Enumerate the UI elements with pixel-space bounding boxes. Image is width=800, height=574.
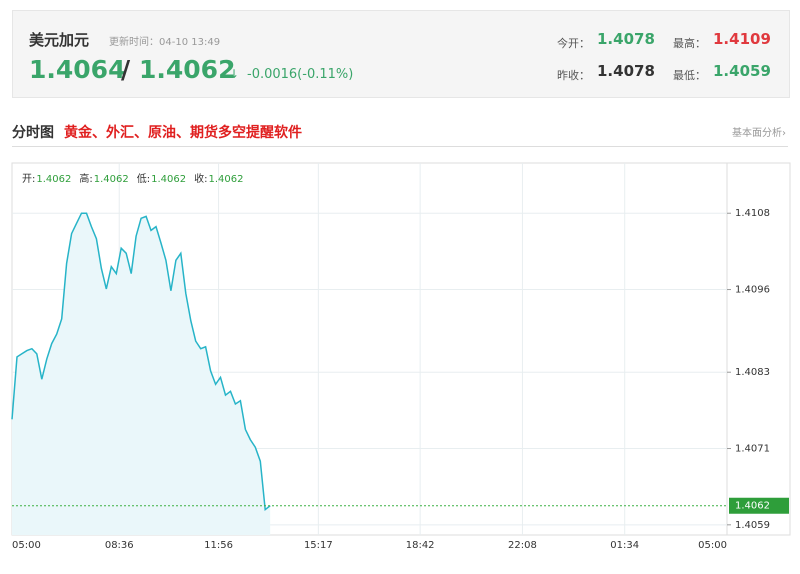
separator: / xyxy=(121,55,131,84)
x-tick-label: 15:17 xyxy=(304,540,333,551)
stat-value: 1.4078 xyxy=(597,62,655,80)
section-title: 分时图 xyxy=(12,125,54,141)
stat-label: 最低： xyxy=(673,69,706,82)
arrow: ↓ xyxy=(229,67,240,81)
y-tick-label: 1.4096 xyxy=(735,285,770,296)
stat-label: 今开： xyxy=(557,37,590,50)
plot-frame xyxy=(11,162,791,536)
stat-label: 昨收： xyxy=(557,69,590,82)
x-tick-label: 05:00 xyxy=(698,540,727,551)
y-tick-label: 1.4059 xyxy=(735,520,770,531)
stat-label: 最高： xyxy=(673,37,706,50)
area xyxy=(12,213,271,535)
chart: 05:00 08:36 11:56 15:17 18:42 22:08 01:34 05:00… xyxy=(11,162,791,551)
x-tick-label: 22:08 xyxy=(508,540,537,551)
x-tick-label: 18:42 xyxy=(406,540,435,551)
ohlc-value: 1.4062 xyxy=(36,174,71,185)
y-tick-label: 1.4071 xyxy=(735,444,770,455)
ohlc-value: 1.4062 xyxy=(151,174,186,185)
ohlc-label: 开: xyxy=(22,174,35,185)
bid: 1.4064 xyxy=(29,55,126,84)
update-time: 更新时间：04-10 13:49 xyxy=(109,37,221,48)
last-price-box xyxy=(729,497,789,514)
ohlc-label: 低: xyxy=(137,172,150,185)
ohlc-label: 高: xyxy=(79,172,92,185)
change: -0.0016(-0.11%) xyxy=(247,67,354,82)
stat-value: 1.4109 xyxy=(713,30,771,48)
x-tick-label: 01:34 xyxy=(610,540,639,551)
analysis-link[interactable]: 基本面分析› xyxy=(732,128,786,139)
x-tick-label: 05:00 xyxy=(12,540,41,551)
ask: 1.4062 xyxy=(139,55,236,84)
symbol: 美元加元 xyxy=(29,31,90,49)
divider xyxy=(12,146,788,147)
stat-value: 1.4059 xyxy=(713,62,771,80)
x-tick-label: 08:36 xyxy=(105,540,134,551)
ohlc-value: 1.4062 xyxy=(94,174,129,185)
x-tick-label: 11:56 xyxy=(204,540,233,551)
price-line xyxy=(11,212,271,512)
quote-header: 美元加元 更新时间：04-10 13:49 1.4064 / 1.4062 ↓ … xyxy=(12,10,790,98)
y-tick-label: 1.4083 xyxy=(735,367,770,378)
promo-link[interactable]: 黄金、外汇、原油、期货多空提醒软件 xyxy=(64,125,302,141)
last-price-label: 1.4062 xyxy=(735,501,770,512)
ohlc-value: 1.4062 xyxy=(209,174,244,185)
y-tick-label: 1.4108 xyxy=(735,208,770,219)
ohlc-label: 收: xyxy=(194,172,207,185)
stat-value: 1.4078 xyxy=(597,30,655,48)
